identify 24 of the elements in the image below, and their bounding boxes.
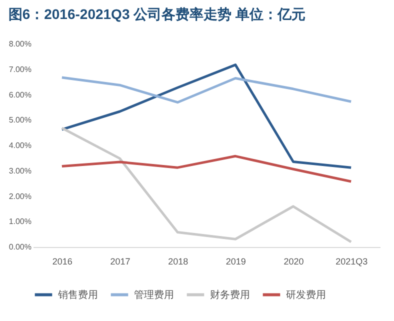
legend-label: 研发费用: [286, 288, 326, 301]
x-tick-label: 2021Q3: [336, 256, 368, 266]
y-tick-label: 3.00%: [8, 166, 32, 176]
y-tick-label: 6.00%: [8, 90, 32, 100]
legend-label: 管理费用: [134, 288, 174, 301]
y-tick-label: 7.00%: [8, 64, 32, 74]
line-series: [60, 76, 352, 104]
legend-label: 销售费用: [57, 288, 98, 301]
y-tick-label: 4.00%: [8, 141, 32, 150]
x-tick-label: 2020: [284, 256, 304, 266]
x-tick-label: 2018: [168, 256, 188, 266]
line-series: [60, 154, 352, 183]
x-tick-label: 2017: [110, 256, 130, 266]
y-tick-label: 0.00%: [8, 242, 32, 252]
y-tick-label: 1.00%: [8, 217, 32, 226]
x-tick-label: 2016: [52, 256, 72, 266]
x-tick-label: 2019: [226, 256, 246, 266]
line-series: [60, 126, 352, 244]
y-tick-label: 5.00%: [8, 116, 32, 125]
y-tick-label: 8.00%: [8, 40, 32, 48]
chart-title: 图6：2016-2021Q3 公司各费率走势 单位：亿元: [8, 6, 306, 22]
y-tick-label: 2.00%: [8, 192, 32, 201]
legend-label: 财务费用: [210, 288, 250, 301]
line-series: [60, 64, 352, 169]
